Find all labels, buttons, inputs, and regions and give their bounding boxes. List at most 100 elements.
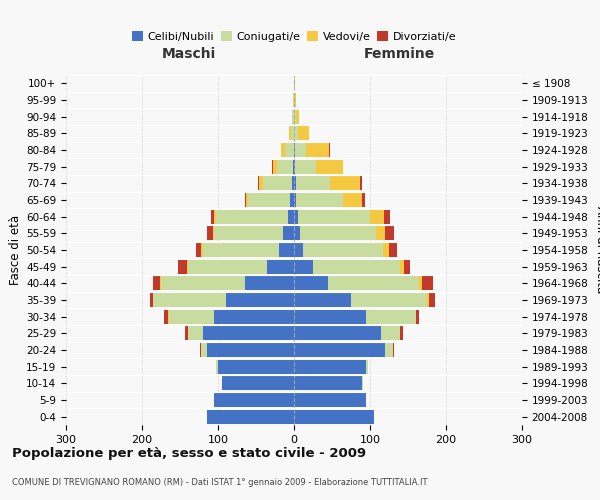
Bar xyxy=(154,293,226,307)
Bar xyxy=(152,293,154,307)
Bar xyxy=(279,243,294,257)
Bar xyxy=(217,360,218,374)
Bar xyxy=(294,260,313,274)
Bar xyxy=(152,276,160,290)
Bar xyxy=(360,176,362,190)
Bar xyxy=(222,376,294,390)
Bar xyxy=(316,160,343,174)
Bar xyxy=(257,176,259,190)
Bar xyxy=(289,126,291,140)
Bar xyxy=(366,360,368,374)
Bar xyxy=(416,310,419,324)
Bar xyxy=(294,376,362,390)
Bar xyxy=(161,276,245,290)
Bar xyxy=(293,93,294,107)
Bar xyxy=(268,260,294,274)
Bar xyxy=(187,260,188,274)
Bar xyxy=(385,343,393,357)
Bar xyxy=(351,293,427,307)
Bar xyxy=(212,226,214,240)
Bar xyxy=(400,326,403,340)
Bar xyxy=(294,243,303,257)
Bar xyxy=(419,276,422,290)
Bar xyxy=(328,276,419,290)
Bar xyxy=(214,310,294,324)
Bar xyxy=(343,193,362,207)
Bar xyxy=(294,210,298,224)
Bar xyxy=(281,143,285,157)
Bar xyxy=(201,243,203,257)
Bar xyxy=(330,176,360,190)
Bar xyxy=(383,210,390,224)
Bar xyxy=(295,143,306,157)
Bar xyxy=(294,343,385,357)
Bar xyxy=(246,193,248,207)
Bar xyxy=(294,76,295,90)
Bar xyxy=(277,160,293,174)
Text: Popolazione per età, sesso e stato civile - 2009: Popolazione per età, sesso e stato civil… xyxy=(12,448,366,460)
Bar xyxy=(294,226,300,240)
Bar xyxy=(296,193,343,207)
Bar xyxy=(294,393,366,407)
Bar xyxy=(218,360,294,374)
Bar xyxy=(428,293,434,307)
Bar xyxy=(366,310,416,324)
Bar xyxy=(294,310,366,324)
Bar xyxy=(427,293,428,307)
Bar xyxy=(245,193,246,207)
Bar xyxy=(263,176,292,190)
Bar xyxy=(273,160,277,174)
Bar xyxy=(294,176,296,190)
Bar xyxy=(206,226,212,240)
Bar xyxy=(164,310,168,324)
Bar xyxy=(294,93,296,107)
Bar xyxy=(300,226,376,240)
Bar xyxy=(329,143,330,157)
Bar xyxy=(294,410,374,424)
Bar xyxy=(285,143,294,157)
Bar xyxy=(313,260,400,274)
Bar xyxy=(385,226,394,240)
Bar xyxy=(288,210,294,224)
Bar xyxy=(298,126,309,140)
Bar xyxy=(226,293,294,307)
Text: Maschi: Maschi xyxy=(162,47,216,61)
Bar xyxy=(294,276,328,290)
Bar xyxy=(303,243,383,257)
Bar xyxy=(404,260,410,274)
Legend: Celibi/Nubili, Coniugati/e, Vedovi/e, Divorziati/e: Celibi/Nubili, Coniugati/e, Vedovi/e, Di… xyxy=(127,26,461,46)
Bar xyxy=(389,243,397,257)
Bar xyxy=(294,293,351,307)
Y-axis label: Fasce di età: Fasce di età xyxy=(9,215,22,285)
Bar xyxy=(214,210,216,224)
Bar xyxy=(400,260,404,274)
Bar xyxy=(259,176,263,190)
Bar xyxy=(362,376,363,390)
Bar xyxy=(393,343,394,357)
Bar xyxy=(294,143,295,157)
Bar xyxy=(294,193,296,207)
Bar xyxy=(422,276,433,290)
Bar xyxy=(294,360,366,374)
Bar xyxy=(168,310,169,324)
Bar xyxy=(214,393,294,407)
Bar xyxy=(306,143,329,157)
Bar xyxy=(206,343,294,357)
Bar xyxy=(272,160,273,174)
Bar xyxy=(370,210,383,224)
Bar xyxy=(188,326,203,340)
Bar xyxy=(376,226,385,240)
Bar xyxy=(185,326,188,340)
Bar xyxy=(291,126,294,140)
Bar xyxy=(362,193,365,207)
Bar xyxy=(292,176,294,190)
Y-axis label: Anni di nascita: Anni di nascita xyxy=(594,206,600,294)
Bar xyxy=(294,326,382,340)
Bar xyxy=(293,160,294,174)
Bar xyxy=(296,110,299,124)
Bar xyxy=(211,210,214,224)
Bar xyxy=(200,343,206,357)
Bar xyxy=(203,243,279,257)
Bar xyxy=(296,176,330,190)
Bar xyxy=(382,326,400,340)
